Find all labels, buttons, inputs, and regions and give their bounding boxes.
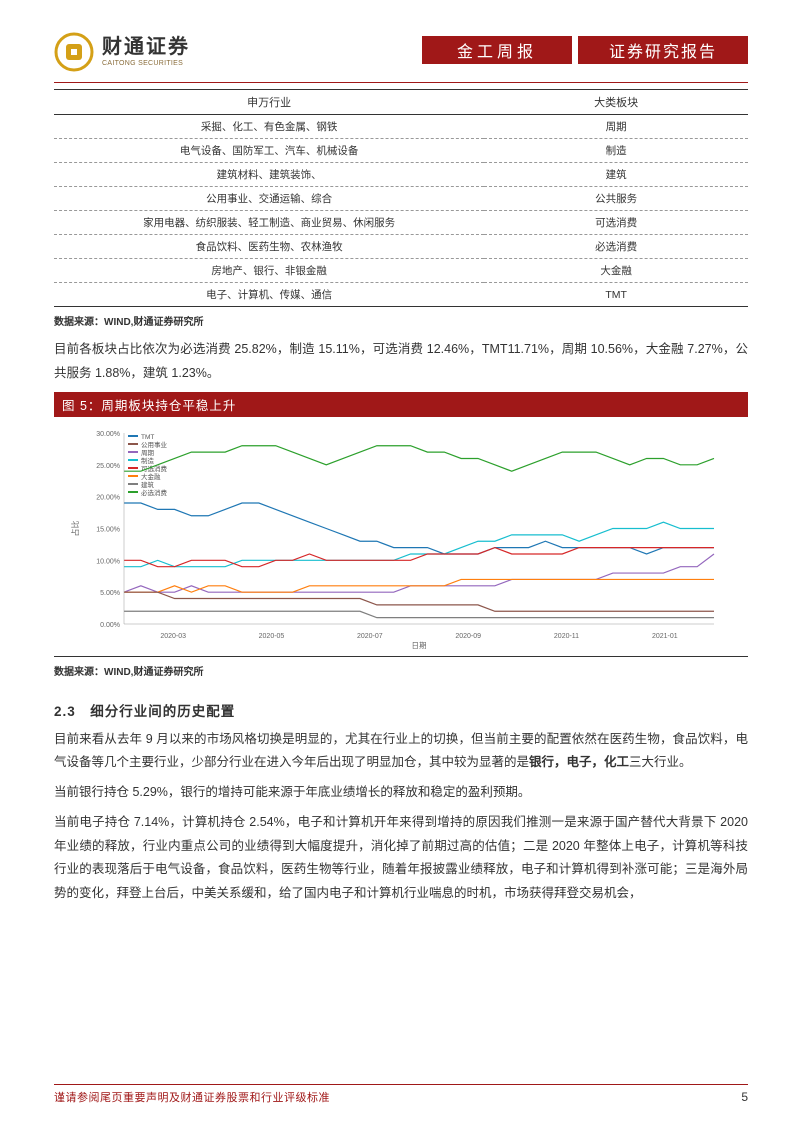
svg-text:必选消费: 必选消费 — [141, 488, 168, 497]
svg-text:5.00%: 5.00% — [100, 590, 120, 597]
header-rule — [54, 82, 748, 83]
table-cell: 食品饮料、医药生物、农林渔牧 — [54, 235, 484, 259]
section-heading: 2.3 细分行业间的历史配置 — [54, 700, 748, 720]
table-source: 数据来源：WIND,财通证券研究所 — [54, 313, 748, 328]
line-chart: 0.00% 5.00% 10.00% 15.00% 20.00% 25.00% 30.00%… — [64, 425, 724, 650]
svg-text:10.00%: 10.00% — [96, 558, 120, 565]
table-cell: 建筑 — [484, 163, 748, 187]
logo-text-cn: 财通证券 — [102, 37, 190, 57]
svg-text:2020-09: 2020-09 — [455, 633, 481, 640]
svg-text:2020-07: 2020-07 — [357, 633, 383, 640]
figure-source: 数据来源：WIND,财通证券研究所 — [54, 663, 748, 678]
svg-text:15.00%: 15.00% — [96, 526, 120, 533]
company-logo-icon — [54, 32, 94, 72]
emphasized-text: 银行，电子，化工 — [529, 755, 629, 769]
svg-text:2020-05: 2020-05 — [259, 633, 285, 640]
table-header: 申万行业 — [54, 90, 484, 115]
logo-text-en: CAITONG SECURITIES — [102, 60, 190, 67]
table-cell: 房地产、银行、非银金融 — [54, 259, 484, 283]
svg-text:2021-01: 2021-01 — [652, 633, 678, 640]
svg-text:占比: 占比 — [70, 520, 80, 536]
table-cell: 大金融 — [484, 259, 748, 283]
table-cell: 可选消费 — [484, 211, 748, 235]
industry-table: 申万行业大类板块 采掘、化工、有色金属、钢铁周期 电气设备、国防军工、汽车、机械… — [54, 89, 748, 307]
svg-text:制造: 制造 — [141, 456, 155, 465]
svg-text:可选消费: 可选消费 — [141, 464, 168, 473]
svg-text:30.00%: 30.00% — [96, 431, 120, 438]
svg-text:2020-11: 2020-11 — [554, 633, 579, 640]
header: 财通证券 CAITONG SECURITIES 金工周报 证券研究报告 — [54, 32, 748, 72]
table-cell: 建筑材料、建筑装饰、 — [54, 163, 484, 187]
paragraph: 当前银行持仓 5.29%，银行的增持可能来源于年底业绩增长的释放和稳定的盈利预期… — [54, 781, 748, 805]
table-cell: 采掘、化工、有色金属、钢铁 — [54, 115, 484, 139]
page-footer: 谨请参阅尾页重要声明及财通证券股票和行业评级标准 5 — [54, 1084, 748, 1105]
paragraph: 目前各板块占比依次为必选消费 25.82%，制造 15.11%，可选消费 12.… — [54, 338, 748, 386]
svg-text:20.00%: 20.00% — [96, 494, 120, 501]
tag-report-type: 金工周报 — [422, 36, 572, 64]
table-cell: 周期 — [484, 115, 748, 139]
svg-text:0.00%: 0.00% — [100, 622, 120, 629]
footer-disclaimer: 谨请参阅尾页重要声明及财通证券股票和行业评级标准 — [54, 1089, 330, 1105]
svg-text:建筑: 建筑 — [141, 480, 155, 489]
table-cell: TMT — [484, 283, 748, 307]
svg-text:日期: 日期 — [412, 641, 427, 650]
svg-text:25.00%: 25.00% — [96, 462, 120, 469]
paragraph: 当前电子持仓 7.14%，计算机持仓 2.54%，电子和计算机开年来得到增持的原… — [54, 811, 748, 906]
table-cell: 电子、计算机、传媒、通信 — [54, 283, 484, 307]
paragraph: 目前来看从去年 9 月以来的市场风格切换是明显的，尤其在行业上的切换，但当前主要… — [54, 728, 748, 776]
table-cell: 必选消费 — [484, 235, 748, 259]
table-header: 大类板块 — [484, 90, 748, 115]
svg-text:公用事业: 公用事业 — [141, 440, 168, 449]
svg-text:大金融: 大金融 — [141, 472, 161, 481]
figure-title: 图 5：周期板块持仓平稳上升 — [54, 392, 748, 417]
chart-container: 0.00% 5.00% 10.00% 15.00% 20.00% 25.00% 30.00%… — [54, 417, 748, 657]
logo: 财通证券 CAITONG SECURITIES — [54, 32, 190, 72]
table-cell: 公共服务 — [484, 187, 748, 211]
tag-doc-type: 证券研究报告 — [578, 36, 748, 64]
table-cell: 家用电器、纺织服装、轻工制造、商业贸易、休闲服务 — [54, 211, 484, 235]
table-cell: 电气设备、国防军工、汽车、机械设备 — [54, 139, 484, 163]
svg-text:2020-03: 2020-03 — [160, 633, 186, 640]
table-cell: 制造 — [484, 139, 748, 163]
svg-text:TMT: TMT — [141, 434, 154, 441]
svg-text:周期: 周期 — [141, 449, 155, 457]
table-cell: 公用事业、交通运输、综合 — [54, 187, 484, 211]
header-tags: 金工周报 证券研究报告 — [422, 36, 748, 64]
page-number: 5 — [741, 1090, 748, 1104]
